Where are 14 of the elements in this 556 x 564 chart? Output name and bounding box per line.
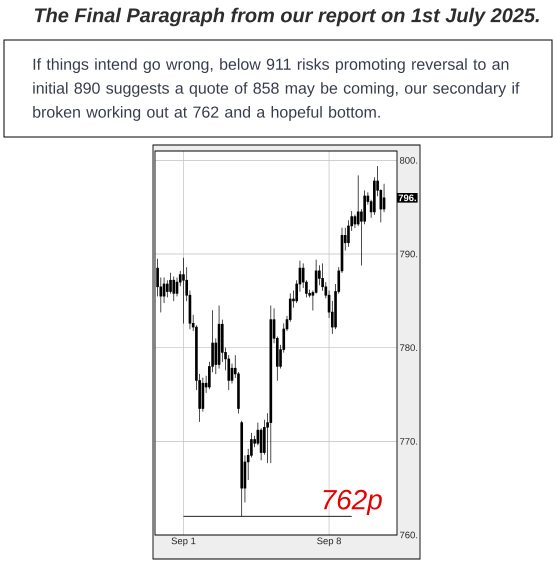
y-tick-label: 760.	[400, 532, 418, 538]
candlestick	[182, 257, 185, 324]
candlestick	[172, 276, 176, 302]
text: 796.	[398, 194, 416, 202]
candlestick	[270, 305, 272, 464]
y-tick-label: 800.	[400, 157, 418, 164]
text: If things intend go wrong, below 911 risks promoting reversal to an initial 890 suggests a quote of 858 may be coming, our secondary if broken working out at 762 and a hopeful bottom.	[33, 58, 520, 121]
x-tick-label: Sep 8	[317, 538, 342, 546]
y-tick-label: 780.	[400, 344, 418, 352]
y-tick-label: 770.	[400, 438, 418, 445]
x-tick-label: Sep 1	[172, 538, 196, 546]
series-label: 762p	[324, 490, 382, 516]
chart-title: The Final Paragraph from our report on 1st July 2025.	[34, 8, 539, 26]
y-tick-label: 790.	[400, 250, 418, 258]
